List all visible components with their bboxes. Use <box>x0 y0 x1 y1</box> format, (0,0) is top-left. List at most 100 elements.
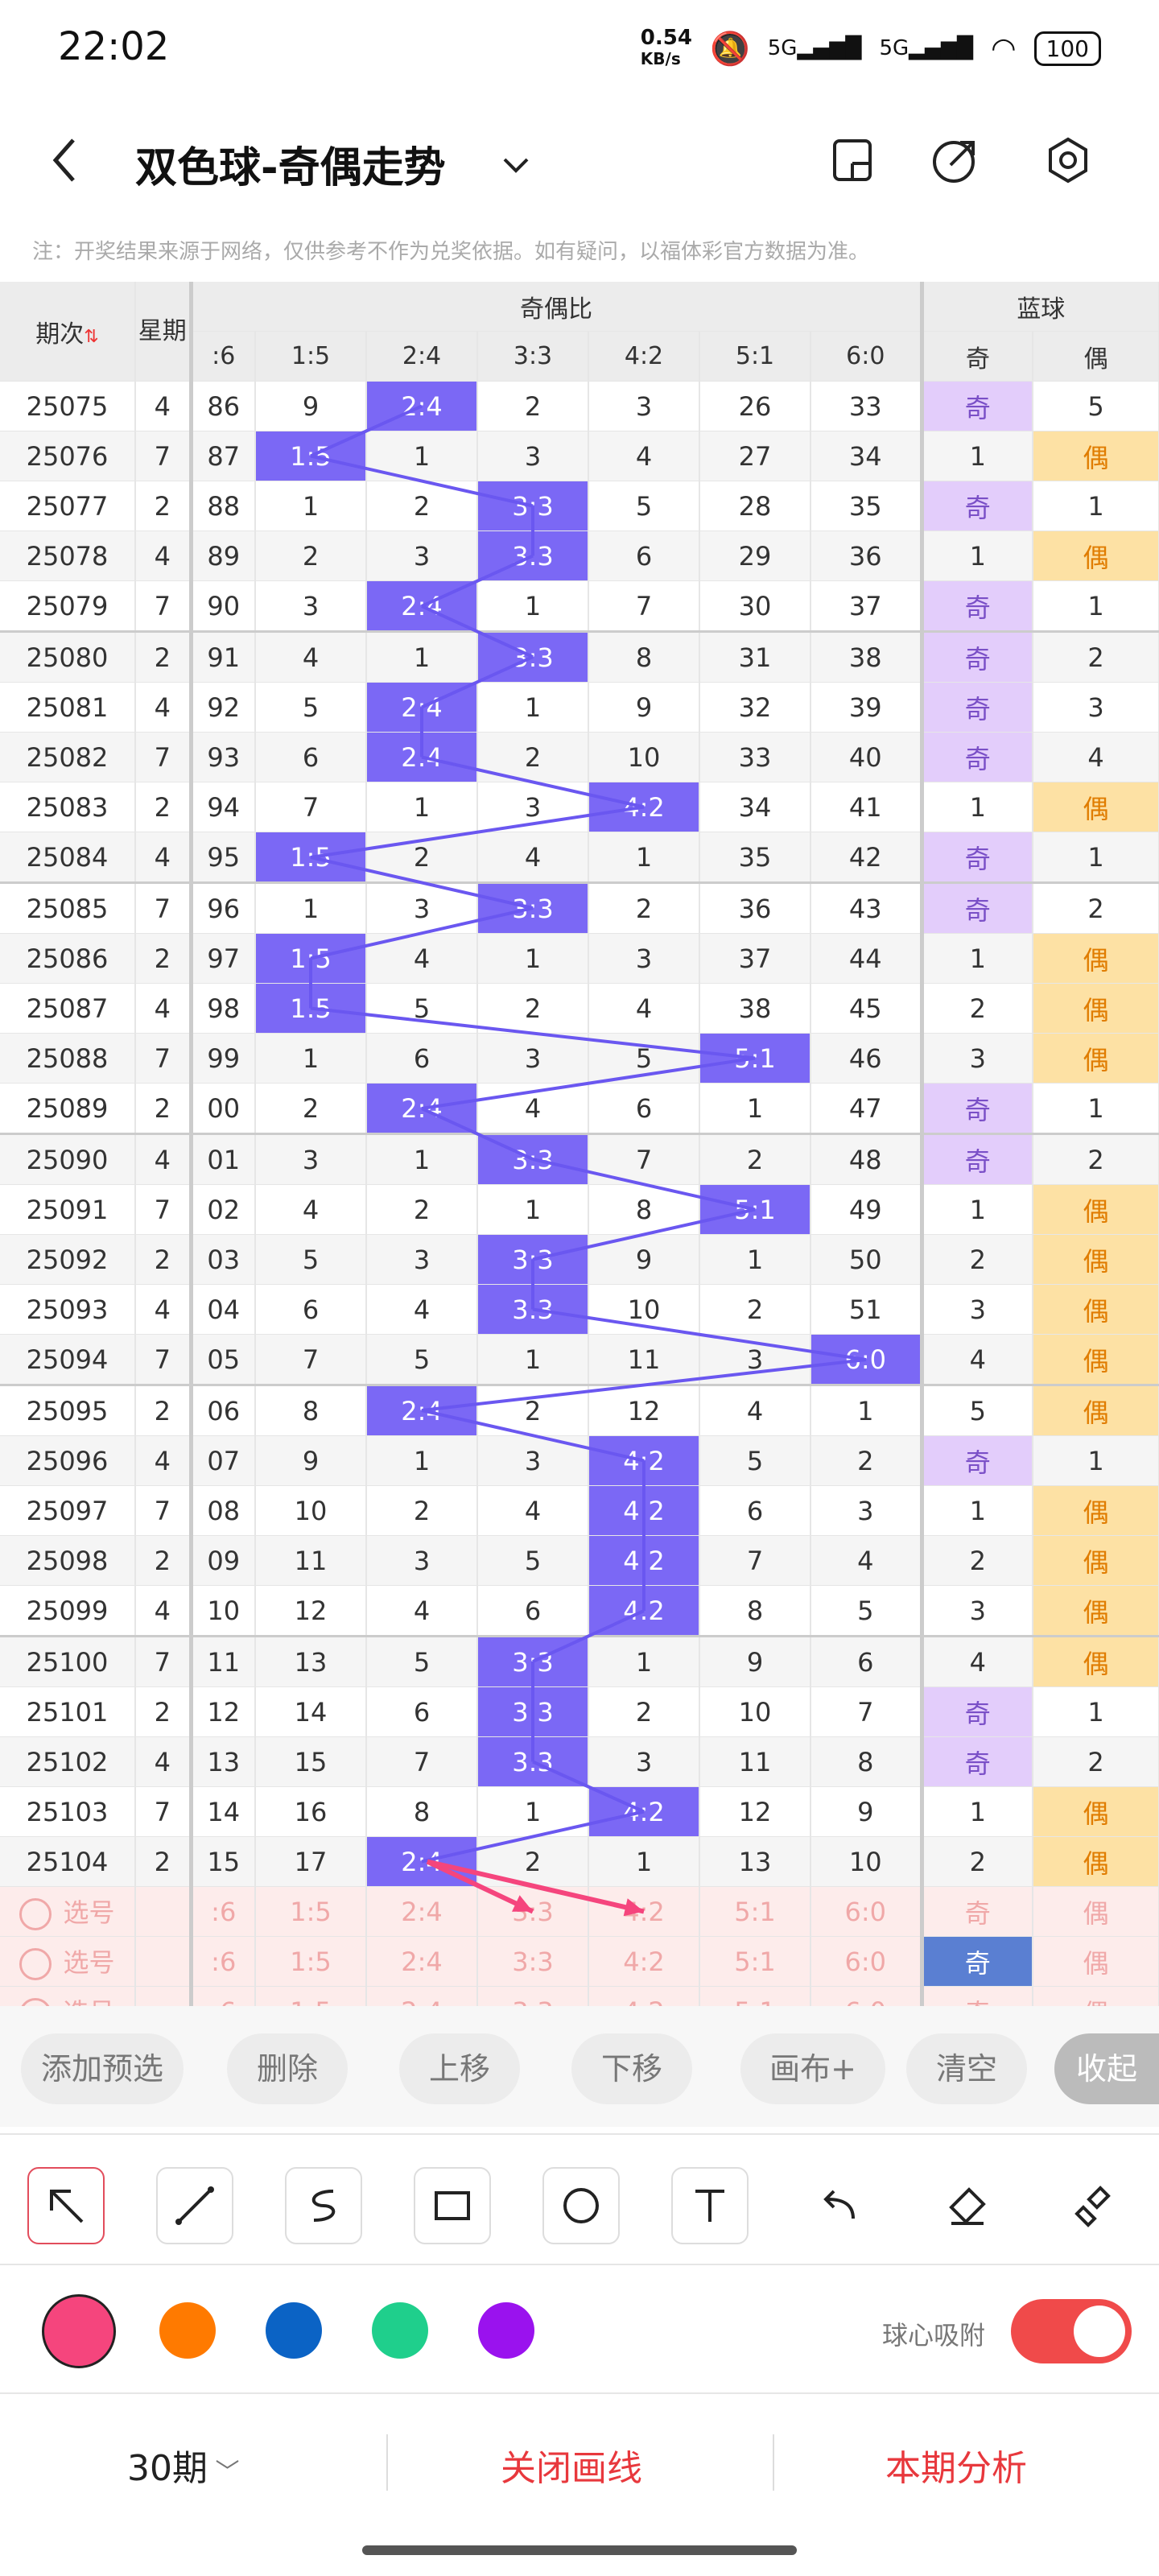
table-row[interactable]: 25080 2 91 4 1 3:3 8 31 38 奇 2 <box>0 630 1159 683</box>
arrow-tool[interactable] <box>27 2167 105 2244</box>
table-row[interactable]: 25076 7 87 1:5 1 3 4 27 34 1 偶 <box>0 431 1159 481</box>
preselect-ratio-cell[interactable]: 6:0 <box>810 1886 923 1937</box>
ratio-hit-cell: 3:3 <box>477 481 589 531</box>
blue-odd-cell: 奇 <box>919 1083 1034 1134</box>
preselect-ratio-cell[interactable]: 1:5 <box>255 1936 367 1987</box>
color-swatch-green[interactable] <box>372 2302 428 2359</box>
table-row[interactable]: 25078 4 89 2 3 3:3 6 29 36 1 偶 <box>0 530 1159 581</box>
action-button-3[interactable]: 下移 <box>571 2033 692 2104</box>
preselect-even-cell[interactable]: 偶 <box>1033 1936 1159 1987</box>
table-row[interactable]: 25077 2 88 1 2 3:3 5 28 35 奇 1 <box>0 481 1159 531</box>
rectangle-tool[interactable] <box>414 2167 491 2244</box>
table-row[interactable]: 25092 2 03 5 3 3:3 9 1 50 2 偶 <box>0 1234 1159 1285</box>
preselect-ratio-cell[interactable]: :6 <box>191 1886 256 1937</box>
table-row[interactable]: 25075 4 86 9 2:4 2 3 26 33 奇 5 <box>0 381 1159 431</box>
ratio-cell: 92 <box>191 682 256 733</box>
header-issue[interactable]: 期次⇅ <box>0 282 136 382</box>
table-row[interactable]: 25098 2 09 11 3 5 4:2 7 4 2 偶 <box>0 1535 1159 1586</box>
text-tool[interactable] <box>671 2167 749 2244</box>
clear-brush-icon[interactable] <box>1058 2167 1135 2244</box>
close-lines-button[interactable]: 关闭画线 <box>501 2448 642 2489</box>
ratio-cell: 1 <box>366 782 478 832</box>
back-icon[interactable] <box>37 132 93 188</box>
circle-tool[interactable] <box>542 2167 620 2244</box>
table-row[interactable]: 25097 7 08 10 2 4 4:2 6 3 1 偶 <box>0 1485 1159 1536</box>
table-row[interactable]: 25095 2 06 8 2:4 2 12 4 1 5 偶 <box>0 1384 1159 1436</box>
preselect-label[interactable]: 选号 <box>0 1886 136 1937</box>
action-button-4[interactable]: 画布+ <box>740 2033 885 2104</box>
table-row[interactable]: 25084 4 95 1:5 2 4 1 35 42 奇 1 <box>0 832 1159 883</box>
settings-icon[interactable] <box>1040 132 1096 188</box>
preselect-odd-cell[interactable]: 奇 <box>919 1936 1034 1987</box>
blue-odd-cell: 3 <box>919 1033 1034 1084</box>
page-title[interactable]: 双色球-奇偶走势 <box>135 144 446 192</box>
eraser-icon[interactable] <box>929 2167 1006 2244</box>
blue-odd-cell: 1 <box>919 1184 1034 1235</box>
share-icon[interactable] <box>927 132 984 188</box>
action-button-1[interactable]: 删除 <box>227 2033 348 2104</box>
table-row[interactable]: 25101 2 12 14 6 3:3 2 10 7 奇 1 <box>0 1686 1159 1737</box>
preselect-ratio-cell[interactable]: 5:1 <box>699 1886 811 1937</box>
color-swatch-blue[interactable] <box>266 2302 322 2359</box>
preselect-label[interactable]: 选号 <box>0 1936 136 1987</box>
ratio-cell: 38 <box>810 630 923 683</box>
blue-even-cell: 偶 <box>1033 1384 1159 1436</box>
ratio-hit-cell: 1:5 <box>255 431 367 481</box>
status-bar: 22:02 0.54 KB/s 🔕 5G▂▄▆█ 5G▂▄▆█ ◠ 100 <box>0 0 1159 105</box>
table-row[interactable]: 25096 4 07 9 1 3 4:2 5 2 奇 1 <box>0 1435 1159 1486</box>
table-row[interactable]: 25087 4 98 1:5 5 2 4 38 45 2 偶 <box>0 983 1159 1034</box>
table-row[interactable]: 25089 2 00 2 2:4 4 6 1 47 奇 1 <box>0 1083 1159 1134</box>
preselect-ratio-cell[interactable]: 4:2 <box>588 1936 700 1987</box>
table-row[interactable]: 25085 7 96 1 3 3:3 2 36 43 奇 2 <box>0 881 1159 934</box>
screen-layout-icon[interactable] <box>824 132 881 188</box>
table-row[interactable]: 25088 7 99 1 6 3 5 5:1 46 3 偶 <box>0 1033 1159 1084</box>
action-button-2[interactable]: 上移 <box>399 2033 520 2104</box>
table-row[interactable]: 25099 4 10 12 4 6 4:2 8 5 3 偶 <box>0 1585 1159 1637</box>
preselect-ratio-cell[interactable]: 2:4 <box>366 1886 478 1937</box>
table-row[interactable]: 25094 7 05 7 5 1 11 3 6:0 4 偶 <box>0 1334 1159 1385</box>
table-row[interactable]: 25093 4 04 6 4 3:3 10 2 51 3 偶 <box>0 1284 1159 1335</box>
table-row[interactable]: 25104 2 15 17 2:4 2 1 13 10 2 偶 <box>0 1836 1159 1887</box>
table-row[interactable]: 25102 4 13 15 7 3:3 3 11 8 奇 2 <box>0 1736 1159 1787</box>
action-button-6[interactable]: 收起 <box>1054 2033 1159 2104</box>
table-row[interactable]: 25091 7 02 4 2 1 8 5:1 49 1 偶 <box>0 1184 1159 1235</box>
preselect-ratio-cell[interactable]: 6:0 <box>810 1936 923 1987</box>
preselect-odd-cell[interactable]: 奇 <box>919 1886 1034 1937</box>
radio-icon[interactable] <box>19 1898 52 1930</box>
action-button-0[interactable]: 添加预选 <box>21 2033 184 2104</box>
radio-icon[interactable] <box>19 1948 52 1980</box>
sort-icon[interactable]: ⇅ <box>84 326 99 347</box>
signal-icon-2: 5G▂▄▆█ <box>879 36 974 60</box>
ratio-cell: 05 <box>191 1334 256 1385</box>
preselect-even-cell[interactable]: 偶 <box>1033 1886 1159 1937</box>
preselect-ratio-cell[interactable]: 1:5 <box>255 1886 367 1937</box>
color-swatch-pink[interactable] <box>42 2294 116 2368</box>
chevron-down-icon[interactable] <box>488 137 544 193</box>
period-select[interactable]: 30期 ﹀ <box>127 2448 240 2489</box>
table-row[interactable]: 25083 2 94 7 1 3 4:2 34 41 1 偶 <box>0 782 1159 832</box>
table-row[interactable]: 25090 4 01 3 1 3:3 7 2 48 奇 2 <box>0 1133 1159 1185</box>
preselect-ratio-cell[interactable]: 3:3 <box>477 1886 589 1937</box>
snap-toggle[interactable] <box>1011 2299 1132 2363</box>
ratio-cell: 6 <box>366 1686 478 1737</box>
analysis-button[interactable]: 本期分析 <box>885 2448 1027 2489</box>
table-row[interactable]: 25100 7 11 13 5 3:3 1 9 6 4 偶 <box>0 1635 1159 1687</box>
preselect-ratio-cell[interactable]: 3:3 <box>477 1936 589 1987</box>
table-row[interactable]: 25086 2 97 1:5 4 1 3 37 44 1 偶 <box>0 933 1159 984</box>
table-row[interactable]: 25081 4 92 5 2:4 1 9 32 39 奇 3 <box>0 682 1159 733</box>
preselect-ratio-cell[interactable]: :6 <box>191 1936 256 1987</box>
table-row[interactable]: 25103 7 14 16 8 1 4:2 12 9 1 偶 <box>0 1786 1159 1837</box>
color-swatch-orange[interactable] <box>159 2302 216 2359</box>
curve-tool[interactable] <box>285 2167 362 2244</box>
line-tool[interactable] <box>156 2167 233 2244</box>
table-row[interactable]: 25079 7 90 3 2:4 1 7 30 37 奇 1 <box>0 580 1159 632</box>
preselect-ratio-cell[interactable]: 2:4 <box>366 1936 478 1987</box>
preselect-ratio-cell[interactable]: 5:1 <box>699 1936 811 1987</box>
table-row[interactable]: 25082 7 93 6 2:4 2 10 33 40 奇 4 <box>0 732 1159 782</box>
undo-icon[interactable] <box>800 2167 877 2244</box>
preselect-ratio-cell[interactable]: 4:2 <box>588 1886 700 1937</box>
color-swatch-purple[interactable] <box>478 2302 534 2359</box>
action-button-5[interactable]: 清空 <box>906 2033 1027 2104</box>
